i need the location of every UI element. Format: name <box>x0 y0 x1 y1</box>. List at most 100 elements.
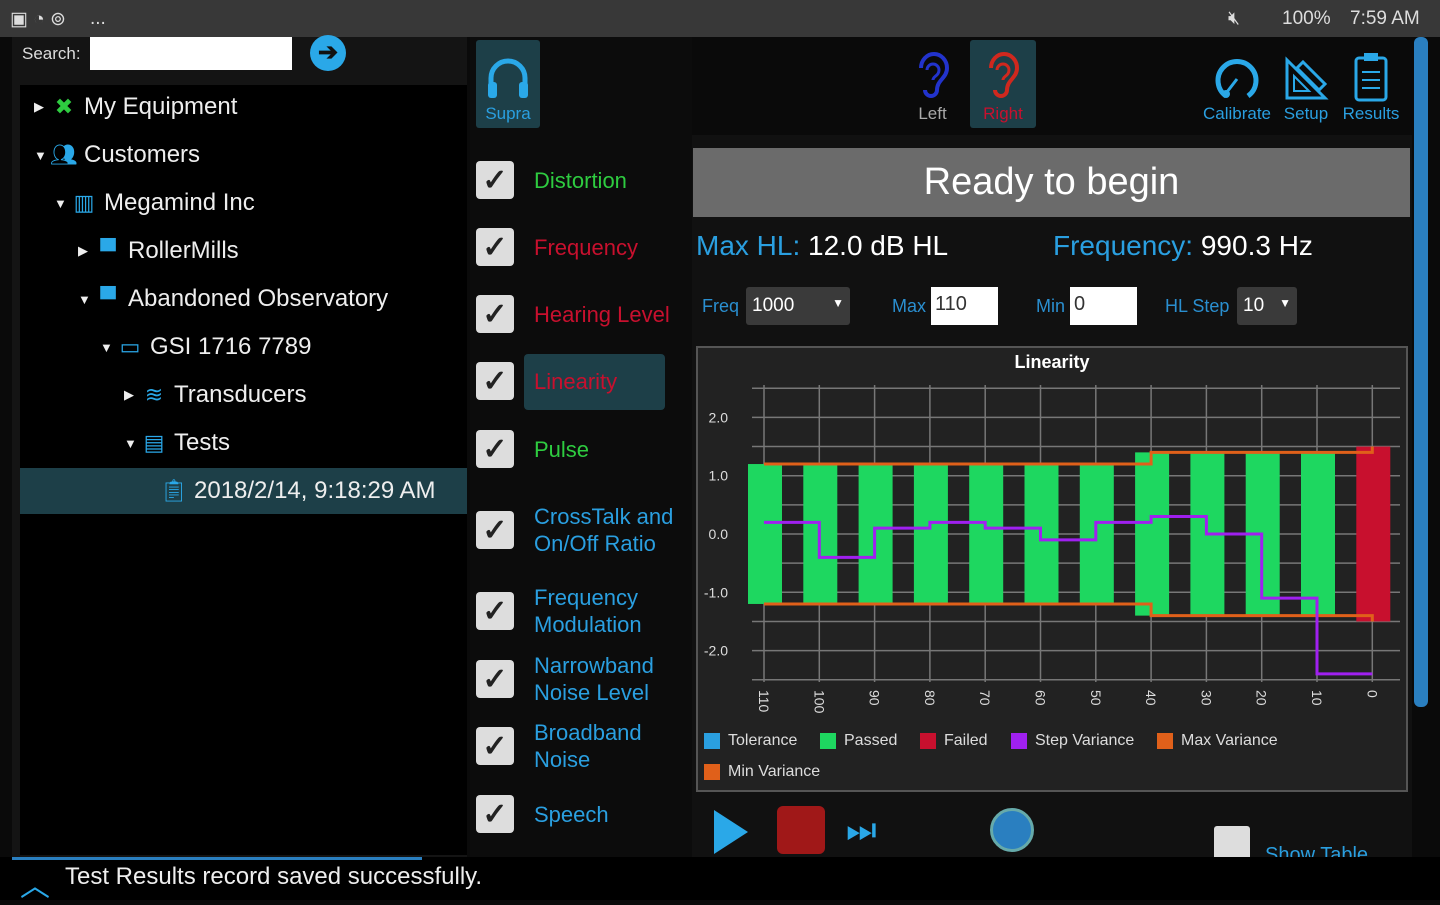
freq-dropdown[interactable]: 1000 ▼ <box>746 287 850 325</box>
caret-right-icon[interactable]: ▶ <box>34 99 44 114</box>
x-tick-label: 110 <box>756 690 772 713</box>
checkbox-checked[interactable]: ✓ <box>476 161 514 199</box>
transducer-icon: ≋ <box>144 382 164 407</box>
caret-down-icon[interactable]: ▼ <box>100 339 113 355</box>
min-variance-line <box>764 602 1374 622</box>
left-ear-button[interactable]: Left <box>905 40 960 128</box>
stop-button[interactable] <box>777 806 825 854</box>
clipboard-icon: 📋︎ <box>160 478 188 503</box>
x-tick-label: 70 <box>977 690 993 706</box>
legend-item: Failed <box>920 732 988 750</box>
tree-item[interactable]: ▼ ▀ Abandoned Observatory <box>78 276 388 322</box>
checkbox-checked[interactable]: ✓ <box>476 228 514 266</box>
hl-step-label: HL Step <box>1165 296 1230 316</box>
y-tick-label: 1.0 <box>709 468 729 484</box>
test-label: Speech <box>534 801 609 827</box>
legend-label: Tolerance <box>728 732 798 749</box>
calibrate-button[interactable]: Calibrate <box>1200 40 1274 128</box>
tools-icon: ✖ <box>54 94 74 119</box>
store-icon: ▀ <box>100 238 116 263</box>
frequency-value: 990.3 Hz <box>1200 230 1313 261</box>
test-item[interactable]: ✓ Frequency Modulation <box>476 585 676 637</box>
caret-down-icon[interactable]: ▼ <box>54 195 67 211</box>
toast-message: Test Results record saved successfully. <box>65 863 483 890</box>
search-input[interactable] <box>90 37 292 70</box>
checkbox-checked[interactable]: ✓ <box>476 362 514 400</box>
building-icon: ▥ <box>73 190 95 215</box>
min-input[interactable]: 0 <box>1070 287 1137 325</box>
test-item[interactable]: ✓ Narrowband Noise Level <box>476 653 676 705</box>
tree-item[interactable]: ▼ ▭ GSI 1716 7789 <box>100 324 311 370</box>
left-label: Left <box>918 104 947 123</box>
setup-button[interactable]: Setup <box>1278 40 1334 128</box>
search-go-button[interactable]: ➔ <box>310 35 346 71</box>
checkbox-checked[interactable]: ✓ <box>476 430 514 468</box>
play-button[interactable] <box>714 810 748 854</box>
caret-down-icon[interactable]: ▼ <box>78 291 91 307</box>
tree-item-label: 2018/2/14, 9:18:29 AM <box>194 477 436 504</box>
tree-item[interactable]: ▼ 👥︎ Customers <box>34 132 200 178</box>
tree-item[interactable]: 📋︎ 2018/2/14, 9:18:29 AM <box>160 468 436 514</box>
test-item[interactable]: ✓ Pulse <box>476 429 676 469</box>
step-variance-line <box>764 515 1373 676</box>
results-button[interactable]: Results <box>1338 40 1404 128</box>
min-label: Min <box>1036 296 1066 316</box>
legend-item: Step Variance <box>1011 732 1134 750</box>
test-label: Frequency Modulation <box>534 585 642 637</box>
ruler-triangle-icon <box>1285 56 1329 100</box>
passed-bar <box>1135 452 1170 616</box>
results-label: Results <box>1342 104 1400 123</box>
test-label: Broadband Noise <box>534 720 642 772</box>
checkbox-checked[interactable]: ✓ <box>476 511 514 549</box>
test-item[interactable]: ✓ CrossTalk and On/Off Ratio <box>476 504 676 556</box>
legend-swatch <box>1011 733 1027 749</box>
tree-item[interactable]: ▶ ≋ Transducers <box>124 372 307 418</box>
caret-down-icon[interactable]: ▼ <box>34 147 47 163</box>
legend-swatch <box>704 733 720 749</box>
checkbox-checked[interactable]: ✓ <box>476 727 514 765</box>
test-item[interactable]: ✓ Distortion <box>476 160 676 200</box>
caret-right-icon[interactable]: ▶ <box>124 387 134 402</box>
tree-item[interactable]: ▼ ▤ Tests <box>124 420 230 466</box>
x-tick-label: 50 <box>1088 690 1104 706</box>
freq-label: Freq <box>702 296 740 316</box>
frequency-readout: Frequency: 990.3 Hz <box>1053 230 1313 262</box>
passed-bar <box>748 464 782 604</box>
checkbox-checked[interactable]: ✓ <box>476 795 514 833</box>
freq-value: 1000 <box>752 295 795 316</box>
status-banner: Ready to begin <box>693 148 1410 217</box>
scrollbar[interactable] <box>1414 37 1428 707</box>
people-icon: 👥︎ <box>50 142 78 167</box>
hl-step-dropdown[interactable]: 10 ▼ <box>1237 287 1297 325</box>
checkbox-checked[interactable]: ✓ <box>476 295 514 333</box>
caret-right-icon[interactable]: ▶ <box>78 243 88 258</box>
checkbox-checked[interactable]: ✓ <box>476 592 514 630</box>
max-input[interactable]: 110 <box>931 287 998 325</box>
chevron-up-icon[interactable]: ︿ <box>20 870 50 903</box>
tree-item-label: Tests <box>174 429 231 456</box>
tree-item[interactable]: ▶ ▀ RollerMills <box>78 228 239 274</box>
test-item[interactable]: ✓ Hearing Level <box>476 294 676 334</box>
y-tick-label: -2.0 <box>704 643 728 659</box>
right-ear-button[interactable]: Right <box>970 40 1036 128</box>
test-label: Hearing Level <box>534 301 670 327</box>
skip-next-button[interactable]: ⏭︎ <box>846 811 877 849</box>
test-item[interactable]: ✓ Broadband Noise <box>476 720 676 772</box>
tree-item[interactable]: ▼ ▥ Megamind Inc <box>54 180 255 226</box>
chevron-down-icon: ▼ <box>832 296 844 310</box>
supra-button[interactable]: Supra <box>476 40 540 128</box>
tree-item-label: Customers <box>84 141 201 168</box>
chevron-down-icon: ▼ <box>1279 296 1291 310</box>
test-item[interactable]: ✓ Frequency <box>476 227 676 267</box>
gauge-button[interactable] <box>990 808 1034 852</box>
test-label: Distortion <box>534 167 627 193</box>
legend-swatch <box>820 733 836 749</box>
legend-label: Passed <box>844 732 898 749</box>
tree-item[interactable]: ▶ ✖ My Equipment <box>34 84 237 130</box>
test-item[interactable]: ✓ Speech <box>476 794 676 834</box>
show-table-checkbox[interactable] <box>1214 826 1250 860</box>
checkbox-checked[interactable]: ✓ <box>476 660 514 698</box>
test-item[interactable]: ✓ Linearity <box>476 361 676 401</box>
caret-down-icon[interactable]: ▼ <box>124 435 137 451</box>
calibrate-label: Calibrate <box>1202 104 1272 123</box>
